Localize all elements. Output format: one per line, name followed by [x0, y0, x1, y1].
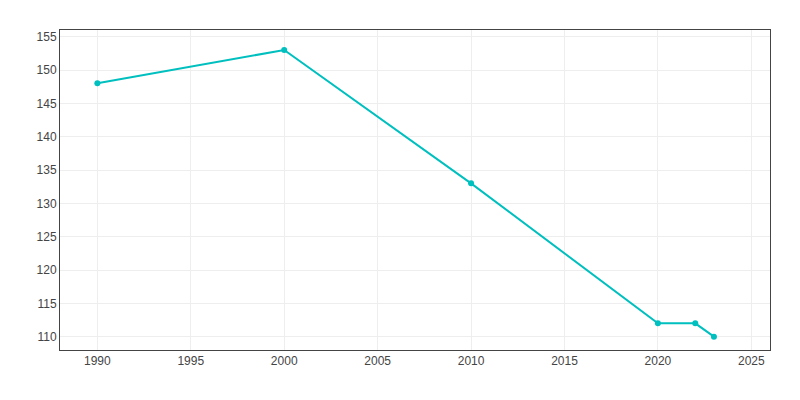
svg-text:2020: 2020 [645, 354, 672, 368]
svg-text:110: 110 [37, 330, 56, 344]
svg-text:125: 125 [37, 230, 57, 244]
svg-text:2010: 2010 [458, 354, 485, 368]
svg-text:150: 150 [37, 63, 57, 77]
svg-text:135: 135 [37, 163, 57, 177]
svg-text:1995: 1995 [177, 354, 204, 368]
svg-text:2025: 2025 [738, 354, 765, 368]
svg-text:2005: 2005 [364, 354, 391, 368]
svg-text:2015: 2015 [551, 354, 578, 368]
svg-text:140: 140 [37, 130, 57, 144]
svg-text:120: 120 [37, 263, 57, 277]
svg-text:1990: 1990 [84, 354, 111, 368]
svg-text:115: 115 [37, 297, 56, 311]
svg-text:155: 155 [37, 30, 57, 44]
svg-text:2000: 2000 [271, 354, 298, 368]
svg-text:130: 130 [37, 197, 57, 211]
svg-text:145: 145 [37, 97, 57, 111]
